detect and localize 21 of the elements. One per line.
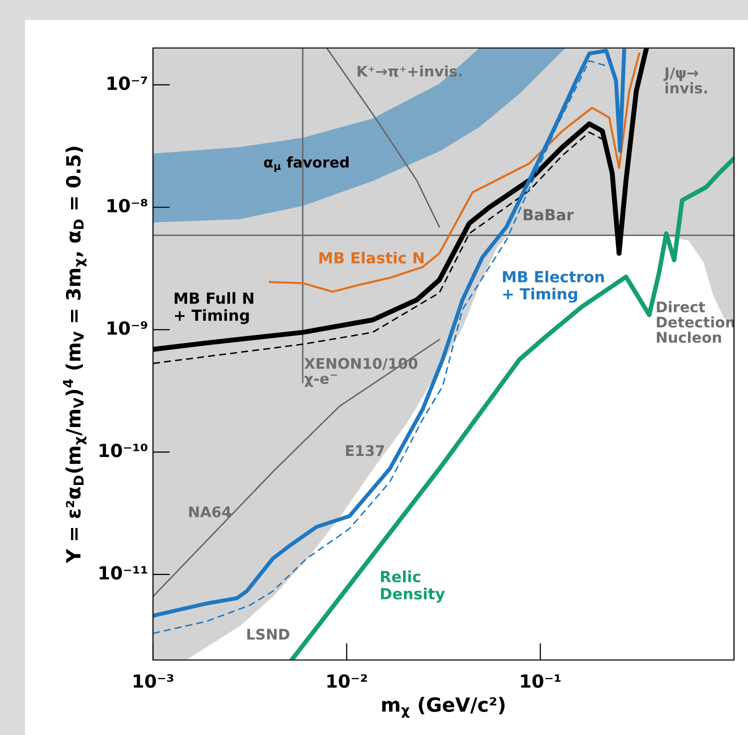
annotation: α$_{μ}$ favored (264, 156, 349, 172)
ref-line-label: BaBar (524, 209, 574, 220)
text: Y = ε²α$_{D}$(m$_{χ}$/m$_{V}$)$^{4}$ (m$_{V}$ = 3m$_{χ}$, α$_{D}$ = 0.5) (63, 146, 86, 564)
x-tick-label: 10⁻³ (134, 674, 174, 688)
annotation: LSND (247, 628, 290, 640)
y-tick-label: 10⁻¹⁰ (100, 444, 148, 458)
annotation: NA64 (189, 506, 231, 518)
series-label: Relic Density (380, 570, 445, 603)
y-tick-label: 10⁻⁹ (108, 321, 148, 335)
x-tick-label: 10⁻² (327, 674, 367, 688)
series-label: MB Electron + Timing (503, 270, 604, 303)
series-label: MB Elastic N (319, 252, 424, 264)
y-tick-label: 10⁻⁸ (108, 198, 148, 212)
x-tick-label: 10⁻¹ (521, 674, 561, 688)
x-axis-title: m$_{χ}$ (GeV/c²) (382, 696, 505, 718)
y-tick-label: 10⁻¹¹ (100, 566, 148, 580)
annotation: J/ψ→ invis. (663, 67, 707, 94)
y-tick-label: 10⁻⁷ (108, 76, 148, 90)
series-label: MB Full N + Timing (174, 292, 254, 324)
annotation: Direct Detection Nucleon (656, 301, 734, 343)
annotation: E137 (346, 445, 384, 456)
